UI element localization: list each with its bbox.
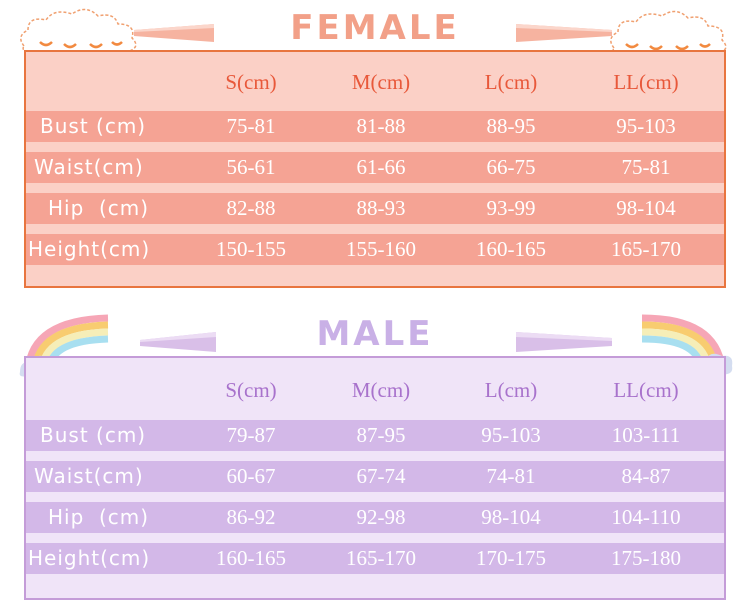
ribbon-icon bbox=[516, 24, 612, 42]
table-cell: 95-103 bbox=[616, 114, 676, 138]
header-size-l: L(cm) bbox=[484, 70, 538, 94]
table-cell: 61-66 bbox=[356, 155, 406, 179]
header-size-m: M(cm) bbox=[351, 70, 411, 94]
table-row-hip: Hip (cm) 82-88 88-93 93-99 98-104 bbox=[26, 193, 724, 224]
table-cell: 67-74 bbox=[356, 464, 406, 488]
table-cell: 170-175 bbox=[476, 546, 546, 570]
size-table: S(cm) M(cm) L(cm) LL(cm) Bust (cm) 79-87… bbox=[24, 356, 726, 600]
table-cell: 75-81 bbox=[226, 114, 276, 138]
table-cell: 93-99 bbox=[486, 196, 536, 220]
ribbon-icon bbox=[516, 332, 612, 352]
header-size-s: S(cm) bbox=[225, 378, 277, 402]
table-cell: 160-165 bbox=[216, 546, 286, 570]
row-label: Hip (cm) bbox=[48, 196, 150, 220]
row-label: Bust (cm) bbox=[40, 423, 147, 447]
header-size-m: M(cm) bbox=[351, 378, 411, 402]
row-label: Height(cm) bbox=[28, 546, 151, 570]
header-size-ll: LL(cm) bbox=[613, 378, 679, 402]
table-cell: 88-93 bbox=[356, 196, 406, 220]
table-cell: 75-81 bbox=[621, 155, 671, 179]
table-cell: 74-81 bbox=[486, 464, 536, 488]
table-cell: 60-67 bbox=[226, 464, 276, 488]
table-cell: 98-104 bbox=[616, 196, 676, 220]
table-cell: 87-95 bbox=[356, 423, 406, 447]
table-cell: 86-92 bbox=[226, 505, 276, 529]
row-label: Bust (cm) bbox=[40, 114, 147, 138]
section-title: MALE bbox=[316, 314, 434, 354]
table-cell: 88-95 bbox=[486, 114, 536, 138]
table-cell: 66-75 bbox=[486, 155, 536, 179]
size-table: S(cm) M(cm) L(cm) LL(cm) Bust (cm) 75-81… bbox=[24, 50, 726, 288]
table-cell: 98-104 bbox=[481, 505, 541, 529]
table-row-height: Height(cm) 150-155 155-160 160-165 165-1… bbox=[26, 234, 724, 265]
table-cell: 165-170 bbox=[346, 546, 416, 570]
section-title: FEMALE bbox=[290, 8, 460, 48]
header-size-ll: LL(cm) bbox=[613, 70, 679, 94]
table-row-bust: Bust (cm) 75-81 81-88 88-95 95-103 bbox=[26, 111, 724, 142]
table-header-row: S(cm) M(cm) L(cm) LL(cm) bbox=[26, 62, 724, 102]
table-header-row: S(cm) M(cm) L(cm) LL(cm) bbox=[26, 370, 724, 410]
table-cell: 92-98 bbox=[356, 505, 406, 529]
row-label: Hip (cm) bbox=[48, 505, 150, 529]
ribbon-icon bbox=[140, 332, 216, 352]
table-row-waist: Waist(cm) 60-67 67-74 74-81 84-87 bbox=[26, 461, 724, 492]
row-label: Waist(cm) bbox=[34, 464, 144, 488]
row-label: Height(cm) bbox=[28, 237, 151, 261]
table-row-waist: Waist(cm) 56-61 61-66 66-75 75-81 bbox=[26, 152, 724, 183]
table-cell: 95-103 bbox=[481, 423, 541, 447]
header-size-s: S(cm) bbox=[225, 70, 277, 94]
table-cell: 104-110 bbox=[611, 505, 681, 529]
table-cell: 155-160 bbox=[346, 237, 416, 261]
header-size-l: L(cm) bbox=[484, 378, 538, 402]
table-row-height: Height(cm) 160-165 165-170 170-175 175-1… bbox=[26, 543, 724, 574]
table-cell: 103-111 bbox=[611, 423, 681, 447]
male-section: MALE S(cm) M(cm) L(cm) LL(cm) Bust (cm) … bbox=[0, 308, 750, 600]
table-cell: 175-180 bbox=[611, 546, 681, 570]
row-label: Waist(cm) bbox=[34, 155, 144, 179]
table-row-bust: Bust (cm) 79-87 87-95 95-103 103-111 bbox=[26, 420, 724, 451]
ribbon-icon bbox=[134, 24, 214, 42]
table-cell: 79-87 bbox=[226, 423, 276, 447]
table-cell: 160-165 bbox=[476, 237, 546, 261]
table-row-hip: Hip (cm) 86-92 92-98 98-104 104-110 bbox=[26, 502, 724, 533]
table-cell: 165-170 bbox=[611, 237, 681, 261]
table-cell: 150-155 bbox=[216, 237, 286, 261]
table-cell: 84-87 bbox=[621, 464, 671, 488]
table-cell: 81-88 bbox=[356, 114, 406, 138]
table-cell: 82-88 bbox=[226, 196, 276, 220]
female-section: FEMALE S(cm) M(cm) L(cm) LL(cm) Bust (cm… bbox=[20, 8, 727, 288]
table-cell: 56-61 bbox=[226, 155, 276, 179]
